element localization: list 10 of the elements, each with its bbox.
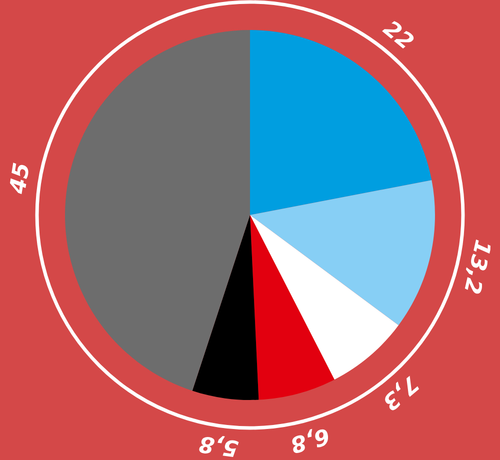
- data-label: 22: [382, 18, 416, 50]
- data-label: 5,8: [198, 433, 240, 458]
- pie-slice: [250, 180, 435, 326]
- pie-slice: [65, 30, 250, 391]
- data-label: 13,2: [461, 238, 492, 294]
- pie-slice: [192, 215, 259, 400]
- data-label: 6,8: [289, 425, 330, 454]
- pie-slice: [250, 215, 334, 400]
- data-label: 45: [8, 162, 30, 195]
- data-label: 7,3: [380, 373, 420, 412]
